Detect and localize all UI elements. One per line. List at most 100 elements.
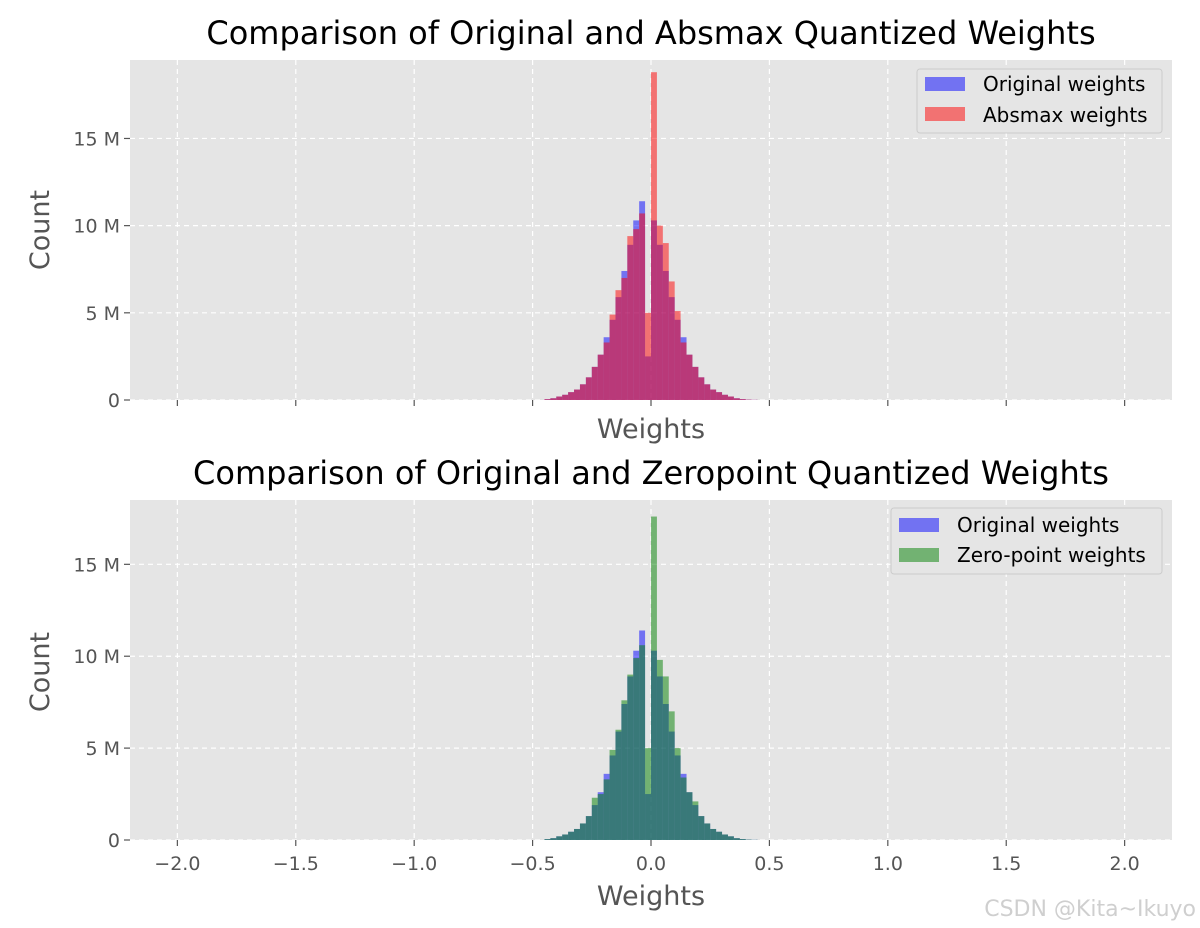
histogram-bar-zero-point-weights xyxy=(585,816,592,840)
zeropoint-chart: Comparison of Original and Zeropoint Qua… xyxy=(25,454,1172,912)
x-tick-label: 0.5 xyxy=(754,853,784,875)
x-axis-ticks xyxy=(176,400,1126,406)
histogram-bar-zero-point-weights xyxy=(733,838,740,840)
histogram-bars xyxy=(544,516,758,840)
histogram-bar-absmax-weights xyxy=(674,311,681,400)
histogram-bar-zero-point-weights xyxy=(662,676,669,840)
histogram-bar-zero-point-weights xyxy=(692,801,699,840)
y-tick-label: 10 M xyxy=(73,646,120,668)
histogram-bar-absmax-weights xyxy=(633,229,640,400)
histogram-bar-absmax-weights xyxy=(579,384,586,400)
histogram-bar-absmax-weights xyxy=(722,394,728,400)
legend-label-original: Original weights xyxy=(983,72,1145,96)
histogram-bar-absmax-weights xyxy=(680,342,687,400)
legend-swatch-absmax xyxy=(925,107,965,121)
histogram-bar-absmax-weights xyxy=(621,277,628,400)
legend: Original weights Zero-point weights xyxy=(890,507,1163,575)
histogram-bar-zero-point-weights xyxy=(704,823,711,840)
y-axis-label: Count xyxy=(25,190,56,270)
histogram-bar-zero-point-weights xyxy=(562,834,569,840)
histogram-bar-zero-point-weights xyxy=(639,645,646,840)
histogram-bar-zero-point-weights xyxy=(716,831,723,840)
x-tick-label: 0.0 xyxy=(636,853,666,875)
histogram-bar-absmax-weights xyxy=(686,354,693,400)
histogram-bar-absmax-weights xyxy=(562,394,569,400)
histogram-bar-zero-point-weights xyxy=(739,839,746,840)
y-tick-label: 5 M xyxy=(85,303,120,325)
x-axis-label: Weights xyxy=(597,414,705,445)
histogram-bar-absmax-weights xyxy=(710,389,717,400)
histogram-bar-absmax-weights xyxy=(597,354,604,400)
histogram-bar-absmax-weights xyxy=(645,312,651,400)
histogram-bar-zero-point-weights xyxy=(651,516,657,840)
histogram-bar-absmax-weights xyxy=(692,366,699,400)
legend: Original weights Absmax weights xyxy=(916,68,1163,134)
histogram-bar-absmax-weights xyxy=(574,389,580,400)
x-tick-label: −1.5 xyxy=(273,853,319,875)
y-tick-label: 5 M xyxy=(85,738,120,760)
legend-label-original: Original weights xyxy=(957,513,1119,537)
histogram-bar-zero-point-weights xyxy=(609,749,616,840)
legend-label-absmax: Absmax weights xyxy=(983,103,1148,127)
histogram-bar-zero-point-weights xyxy=(698,816,705,840)
histogram-bar-zero-point-weights xyxy=(674,748,681,840)
legend-swatch-zeropoint xyxy=(899,548,939,562)
histogram-bar-absmax-weights xyxy=(544,399,551,400)
y-tick-label: 15 M xyxy=(73,554,120,576)
x-tick-label: 1.5 xyxy=(991,853,1021,875)
histogram-bar-zero-point-weights xyxy=(668,711,675,840)
chart-title: Comparison of Original and Zeropoint Qua… xyxy=(193,454,1109,492)
y-axis-ticks: 0 5 M 10 M 15 M xyxy=(73,128,130,412)
histogram-bar-absmax-weights xyxy=(662,243,669,400)
histogram-bar-zero-point-weights xyxy=(556,836,563,840)
legend-box xyxy=(890,507,1163,575)
histogram-bar-absmax-weights xyxy=(603,342,610,400)
histogram-bar-zero-point-weights xyxy=(627,674,634,840)
y-tick-label: 15 M xyxy=(73,128,120,150)
legend-box xyxy=(916,68,1163,134)
histogram-bar-zero-point-weights xyxy=(574,828,580,840)
x-axis-ticks: −2.0 −1.5 −1.0 −0.5 0.0 0.5 1.0 1.5 2.0 xyxy=(154,840,1140,875)
histogram-bar-absmax-weights xyxy=(639,213,646,400)
y-tick-label: 0 xyxy=(108,390,120,412)
y-tick-label: 10 M xyxy=(73,216,120,238)
histogram-bar-zero-point-weights xyxy=(591,797,598,840)
histogram-bar-absmax-weights xyxy=(656,225,663,400)
chart-title: Comparison of Original and Absmax Quanti… xyxy=(206,14,1095,52)
x-axis-label: Weights xyxy=(597,881,705,912)
y-axis-label: Count xyxy=(25,632,56,712)
histogram-bars xyxy=(544,72,758,400)
histogram-bar-absmax-weights xyxy=(704,384,711,400)
legend-swatch-original xyxy=(925,77,965,91)
y-tick-label: 0 xyxy=(108,830,120,852)
histogram-bar-absmax-weights xyxy=(609,314,616,400)
histogram-bar-zero-point-weights xyxy=(544,839,551,840)
histogram-bar-absmax-weights xyxy=(651,72,657,400)
histogram-bar-zero-point-weights xyxy=(727,836,734,840)
histogram-bar-zero-point-weights xyxy=(597,794,604,840)
histogram-bar-zero-point-weights xyxy=(568,831,575,840)
legend-label-zeropoint: Zero-point weights xyxy=(957,543,1146,567)
histogram-bar-zero-point-weights xyxy=(710,828,717,840)
absmax-chart: Comparison of Original and Absmax Quanti… xyxy=(25,14,1172,445)
histogram-bar-absmax-weights xyxy=(568,392,575,400)
histogram-bar-zero-point-weights xyxy=(656,659,663,840)
histogram-bar-absmax-weights xyxy=(615,290,622,400)
histogram-bar-absmax-weights xyxy=(739,399,746,400)
histogram-bar-zero-point-weights xyxy=(550,838,557,840)
y-axis-ticks: 0 5 M 10 M 15 M xyxy=(73,554,130,852)
x-tick-label: 1.0 xyxy=(873,853,903,875)
x-tick-label: −1.0 xyxy=(391,853,437,875)
histogram-bar-zero-point-weights xyxy=(615,729,622,840)
histogram-bar-absmax-weights xyxy=(550,398,557,400)
histogram-bar-absmax-weights xyxy=(668,281,675,400)
histogram-bar-absmax-weights xyxy=(727,396,734,400)
histogram-bar-zero-point-weights xyxy=(645,748,651,840)
histogram-bar-absmax-weights xyxy=(627,236,634,400)
x-tick-label: 2.0 xyxy=(1110,853,1140,875)
histogram-bar-absmax-weights xyxy=(698,377,705,400)
watermark: CSDN @Kita~Ikuyo xyxy=(984,897,1196,922)
histogram-bar-zero-point-weights xyxy=(686,792,693,840)
histogram-bar-zero-point-weights xyxy=(633,658,640,840)
